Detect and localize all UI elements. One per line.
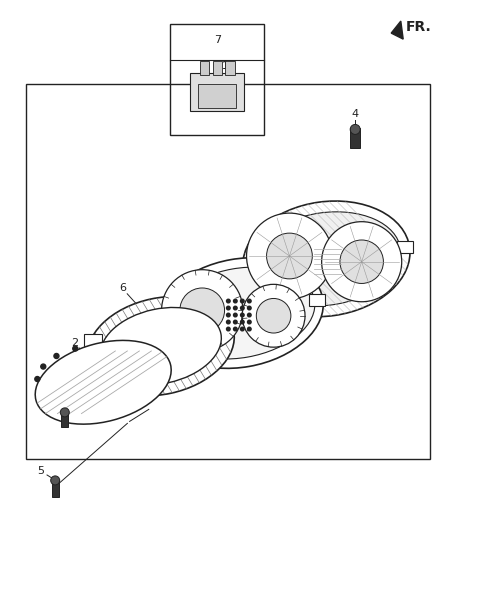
Polygon shape: [391, 21, 403, 39]
Bar: [213, 61, 222, 75]
Text: 3: 3: [59, 391, 66, 401]
Text: 7: 7: [214, 35, 221, 45]
Bar: [200, 61, 209, 75]
Text: 2: 2: [71, 338, 78, 348]
Bar: [170, 24, 264, 135]
Circle shape: [256, 299, 291, 333]
Ellipse shape: [100, 308, 221, 385]
Circle shape: [266, 233, 312, 279]
Circle shape: [322, 222, 402, 302]
FancyBboxPatch shape: [152, 307, 168, 319]
Circle shape: [248, 313, 251, 317]
Text: 4: 4: [352, 110, 359, 119]
FancyBboxPatch shape: [88, 357, 107, 369]
FancyBboxPatch shape: [240, 265, 256, 277]
Circle shape: [233, 313, 237, 317]
Circle shape: [73, 346, 78, 351]
Circle shape: [233, 327, 237, 331]
FancyBboxPatch shape: [350, 128, 360, 149]
Text: 5: 5: [37, 466, 44, 476]
Circle shape: [227, 327, 230, 331]
Circle shape: [233, 299, 237, 303]
Circle shape: [340, 240, 384, 284]
FancyBboxPatch shape: [61, 412, 68, 427]
FancyBboxPatch shape: [198, 84, 236, 108]
Circle shape: [248, 306, 251, 310]
FancyBboxPatch shape: [52, 480, 59, 497]
Ellipse shape: [165, 267, 315, 359]
Circle shape: [240, 306, 244, 310]
Circle shape: [248, 327, 251, 331]
Circle shape: [233, 320, 237, 324]
Circle shape: [247, 213, 332, 299]
Circle shape: [233, 306, 237, 310]
FancyBboxPatch shape: [84, 334, 102, 346]
FancyBboxPatch shape: [190, 73, 244, 111]
Text: 6: 6: [119, 283, 126, 293]
Circle shape: [240, 313, 244, 317]
Ellipse shape: [243, 201, 410, 317]
Circle shape: [240, 320, 244, 324]
Circle shape: [227, 299, 230, 303]
Bar: [226, 61, 235, 75]
FancyBboxPatch shape: [397, 241, 413, 252]
Circle shape: [227, 313, 230, 317]
Circle shape: [35, 376, 40, 382]
Circle shape: [54, 353, 59, 358]
Circle shape: [227, 306, 230, 310]
Circle shape: [248, 299, 251, 303]
Bar: [26, 84, 430, 459]
Ellipse shape: [35, 340, 171, 424]
Circle shape: [60, 408, 69, 417]
Ellipse shape: [87, 297, 234, 396]
Text: FR.: FR.: [406, 20, 432, 34]
Text: 1: 1: [222, 61, 229, 71]
Circle shape: [51, 476, 60, 485]
Circle shape: [180, 288, 225, 333]
Ellipse shape: [252, 212, 401, 306]
Circle shape: [240, 299, 244, 303]
Text: 1: 1: [222, 61, 229, 71]
Circle shape: [242, 284, 305, 347]
Circle shape: [350, 125, 360, 134]
Ellipse shape: [157, 258, 323, 368]
Circle shape: [41, 364, 46, 369]
FancyBboxPatch shape: [309, 294, 325, 306]
Circle shape: [248, 320, 251, 324]
Circle shape: [240, 327, 244, 331]
Circle shape: [227, 320, 230, 324]
Circle shape: [162, 270, 243, 351]
